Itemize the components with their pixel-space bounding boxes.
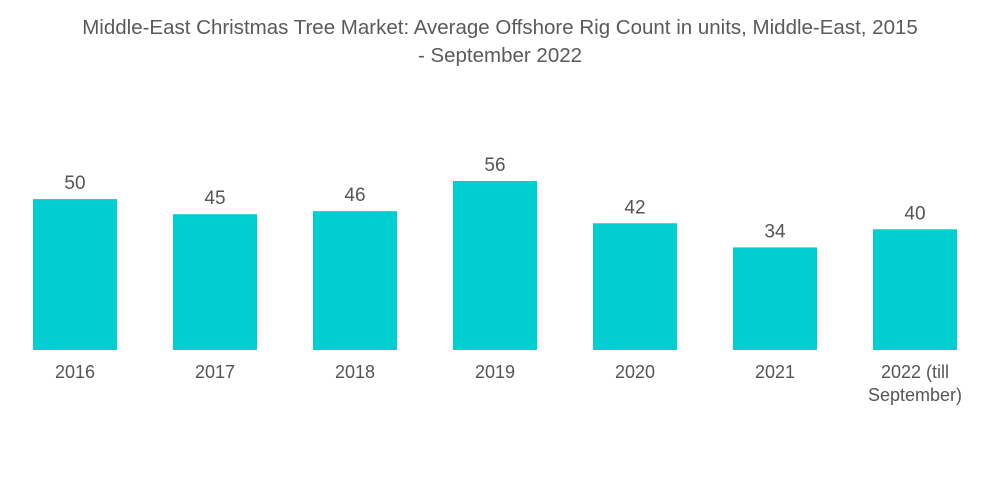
bar-2 (313, 211, 397, 350)
data-label-6: 40 (904, 203, 925, 224)
bar-3 (453, 181, 537, 350)
data-label-1: 45 (204, 188, 225, 209)
x-tick-label-6-line-1: September) (868, 385, 962, 405)
x-tick-label-1: 2017 (195, 362, 235, 382)
data-label-4: 42 (624, 197, 645, 218)
data-label-2: 46 (344, 185, 365, 206)
x-tick-label-3: 2019 (475, 362, 515, 382)
bar-0 (33, 199, 117, 350)
bar-6 (873, 229, 957, 350)
x-tick-label-2: 2018 (335, 362, 375, 382)
x-tick-label-6-line-0: 2022 (till (881, 362, 949, 382)
chart-title-line-2: - September 2022 (417, 44, 583, 67)
data-label-3: 56 (484, 155, 505, 176)
x-tick-label-0: 2016 (55, 362, 95, 382)
bar-4 (593, 223, 677, 350)
chart-title-line-1: Middle-East Christmas Tree Market: Avera… (82, 16, 918, 39)
chart-title: Middle-East Christmas Tree Market: Avera… (0, 14, 1000, 70)
data-label-5: 34 (764, 221, 786, 242)
bar-1 (173, 214, 257, 350)
x-tick-label-4: 2020 (615, 362, 655, 382)
data-label-0: 50 (64, 173, 85, 194)
bar-5 (733, 247, 817, 350)
x-tick-label-5: 2021 (755, 362, 795, 382)
